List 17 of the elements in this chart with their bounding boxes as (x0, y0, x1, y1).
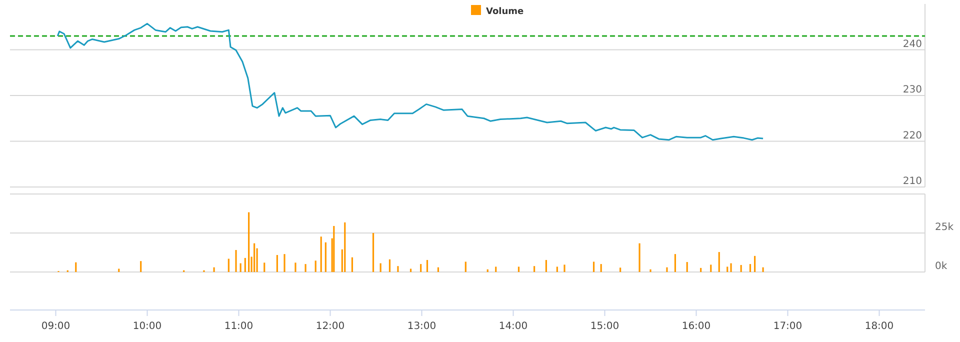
y-tick-label: 230 (902, 84, 922, 96)
y-tick-label: 220 (902, 130, 922, 142)
x-tick-label: 11:00 (224, 321, 254, 332)
x-tick-label: 13:00 (407, 321, 436, 332)
x-tick-label: 17:00 (773, 321, 802, 332)
y-tick-label: 240 (902, 38, 922, 50)
x-tick-label: 14:00 (498, 321, 528, 332)
x-tick-label: 10:00 (132, 321, 162, 332)
y-tick-label: 0k (935, 261, 948, 272)
y-tick-label: 210 (902, 176, 922, 187)
y-tick-label: 25k (935, 222, 954, 233)
x-tick-label: 15:00 (590, 321, 620, 332)
x-tick-label: 16:00 (682, 321, 711, 332)
x-tick-label: 18:00 (864, 321, 894, 332)
x-tick-label: 12:00 (316, 321, 345, 332)
legend-label: Volume (486, 7, 524, 17)
x-tick-label: 09:00 (41, 321, 70, 332)
